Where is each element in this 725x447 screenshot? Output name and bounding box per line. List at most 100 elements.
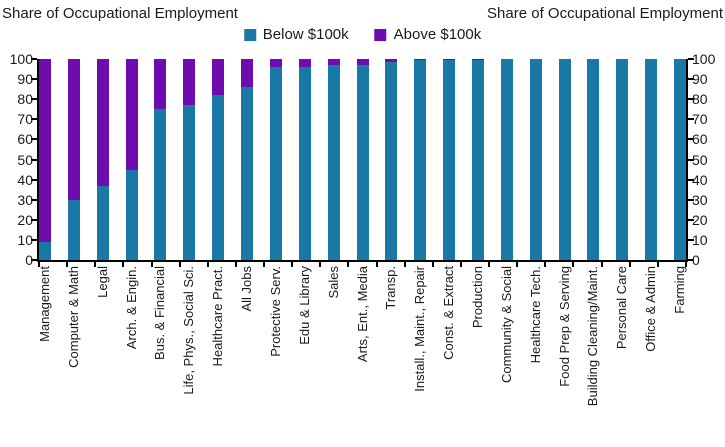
bar-legal: [96, 59, 109, 260]
x-tick: [206, 262, 209, 267]
y-tick-label-right: 40: [692, 171, 708, 188]
bar-personal-care: [616, 59, 629, 260]
x-tick: [431, 262, 434, 267]
y-tick-right: [688, 138, 694, 141]
x-tick: [459, 262, 462, 267]
y-tick-left: [31, 218, 37, 221]
bar-segment-below-100k: [96, 185, 109, 260]
x-tick: [234, 262, 237, 267]
bar-segment-above-100k: [154, 59, 167, 110]
y-tick-left: [31, 198, 37, 201]
x-tick: [685, 262, 687, 267]
x-tick: [572, 262, 575, 267]
bar-segment-below-100k: [674, 59, 686, 260]
x-tick: [94, 262, 97, 267]
x-category-label: Building Cleaning/Maint.: [585, 266, 601, 407]
bar-segment-above-100k: [67, 59, 80, 200]
y-tick-right: [688, 178, 694, 181]
bar-segment-above-100k: [443, 59, 456, 61]
bar-segment-below-100k: [385, 62, 398, 260]
y-tick-right: [688, 78, 694, 81]
y-tick-label-left: 40: [17, 171, 33, 188]
bar-all-jobs: [241, 59, 254, 260]
bar-segment-below-100k: [39, 241, 51, 260]
bar-segment-below-100k: [356, 65, 369, 260]
x-category-label: Install., Maint., Repair: [412, 266, 428, 392]
bar-production: [471, 59, 484, 260]
y-tick-left: [31, 98, 37, 101]
bar-segment-above-100k: [125, 59, 138, 170]
bar-segment-below-100k: [616, 59, 629, 260]
bar-building-cleaning-maint: [587, 59, 600, 260]
bar-transp: [385, 59, 398, 260]
bar-segment-below-100k: [298, 67, 311, 260]
y-tick-label-left: 80: [17, 91, 33, 108]
bar-segment-below-100k: [443, 60, 456, 260]
x-category-label: Legal: [94, 266, 110, 298]
bar-protective-serv: [269, 59, 282, 260]
y-tick-left: [31, 178, 37, 181]
x-tick: [38, 262, 40, 267]
legend-item-above: Above $100k: [374, 26, 481, 43]
legend: Below $100k Above $100k: [243, 26, 481, 43]
y-tick-label-left: 20: [17, 211, 33, 228]
bar-segment-above-100k: [96, 59, 109, 186]
bar-segment-below-100k: [558, 59, 571, 260]
x-category-label: Edu & Library: [296, 266, 312, 345]
x-category-label: Office & Admin: [643, 266, 659, 352]
y-tick-label-left: 0: [25, 252, 33, 268]
y-tick-left: [31, 58, 37, 60]
x-category-label: Management: [37, 266, 52, 342]
y-tick-left: [31, 78, 37, 81]
bar-healthcare-pract: [212, 59, 225, 260]
x-tick: [347, 262, 350, 267]
x-tick: [375, 262, 378, 267]
y-tick-label-left: 60: [17, 131, 33, 148]
bar-segment-above-100k: [269, 59, 282, 68]
x-category-label: Computer & Math: [65, 266, 81, 368]
y-tick-label-right: 20: [692, 211, 708, 228]
y-tick-label-right: 90: [692, 71, 708, 88]
x-category-label: Community & Social: [498, 266, 514, 384]
legend-item-below: Below $100k: [243, 26, 349, 43]
x-tick: [291, 262, 294, 267]
bar-community-social: [500, 59, 513, 260]
x-tick: [263, 262, 266, 267]
x-category-label: Life, Phys., Social Sci.: [181, 266, 197, 395]
x-tick: [600, 262, 603, 267]
right-axis-title: Share of Occupational Employment: [487, 5, 723, 22]
bar-segment-below-100k: [241, 87, 254, 260]
x-category-label: Bus. & Financial: [152, 266, 168, 360]
bar-const-extract: [443, 59, 456, 260]
x-category-label: Personal Care: [614, 266, 630, 350]
y-tick-right: [688, 238, 694, 241]
left-axis-title: Share of Occupational Employment: [2, 5, 238, 22]
bar-segment-below-100k: [587, 59, 600, 260]
y-tick-label-right: 80: [692, 91, 708, 108]
bar-segment-above-100k: [298, 59, 311, 68]
y-tick-label-right: 10: [692, 231, 708, 248]
y-tick-right: [688, 98, 694, 101]
bar-segment-below-100k: [154, 109, 167, 260]
y-tick-left: [31, 158, 37, 161]
y-tick-right: [688, 118, 694, 121]
x-category-label: Farming: [672, 266, 687, 314]
bar-segment-below-100k: [212, 95, 225, 260]
plot-area: [31, 58, 694, 267]
bar-segment-below-100k: [414, 60, 427, 260]
x-tick: [319, 262, 322, 267]
bar-segment-above-100k: [39, 59, 51, 242]
bar-healthcare-tech: [529, 59, 542, 260]
y-tick-right: [688, 259, 694, 261]
x-category-label: Transp.: [383, 266, 399, 310]
legend-label-below-100k: Below $100k: [262, 26, 349, 43]
bar-segment-below-100k: [500, 59, 513, 260]
x-category-label: All Jobs: [239, 266, 255, 312]
x-tick: [66, 262, 69, 267]
bar-install-maint-repair: [414, 59, 427, 260]
bar-segment-below-100k: [183, 105, 196, 260]
x-category-label: Arts, Ent., Media: [354, 266, 370, 363]
bar-management: [39, 59, 51, 260]
y-tick-label-right: 50: [692, 151, 708, 168]
